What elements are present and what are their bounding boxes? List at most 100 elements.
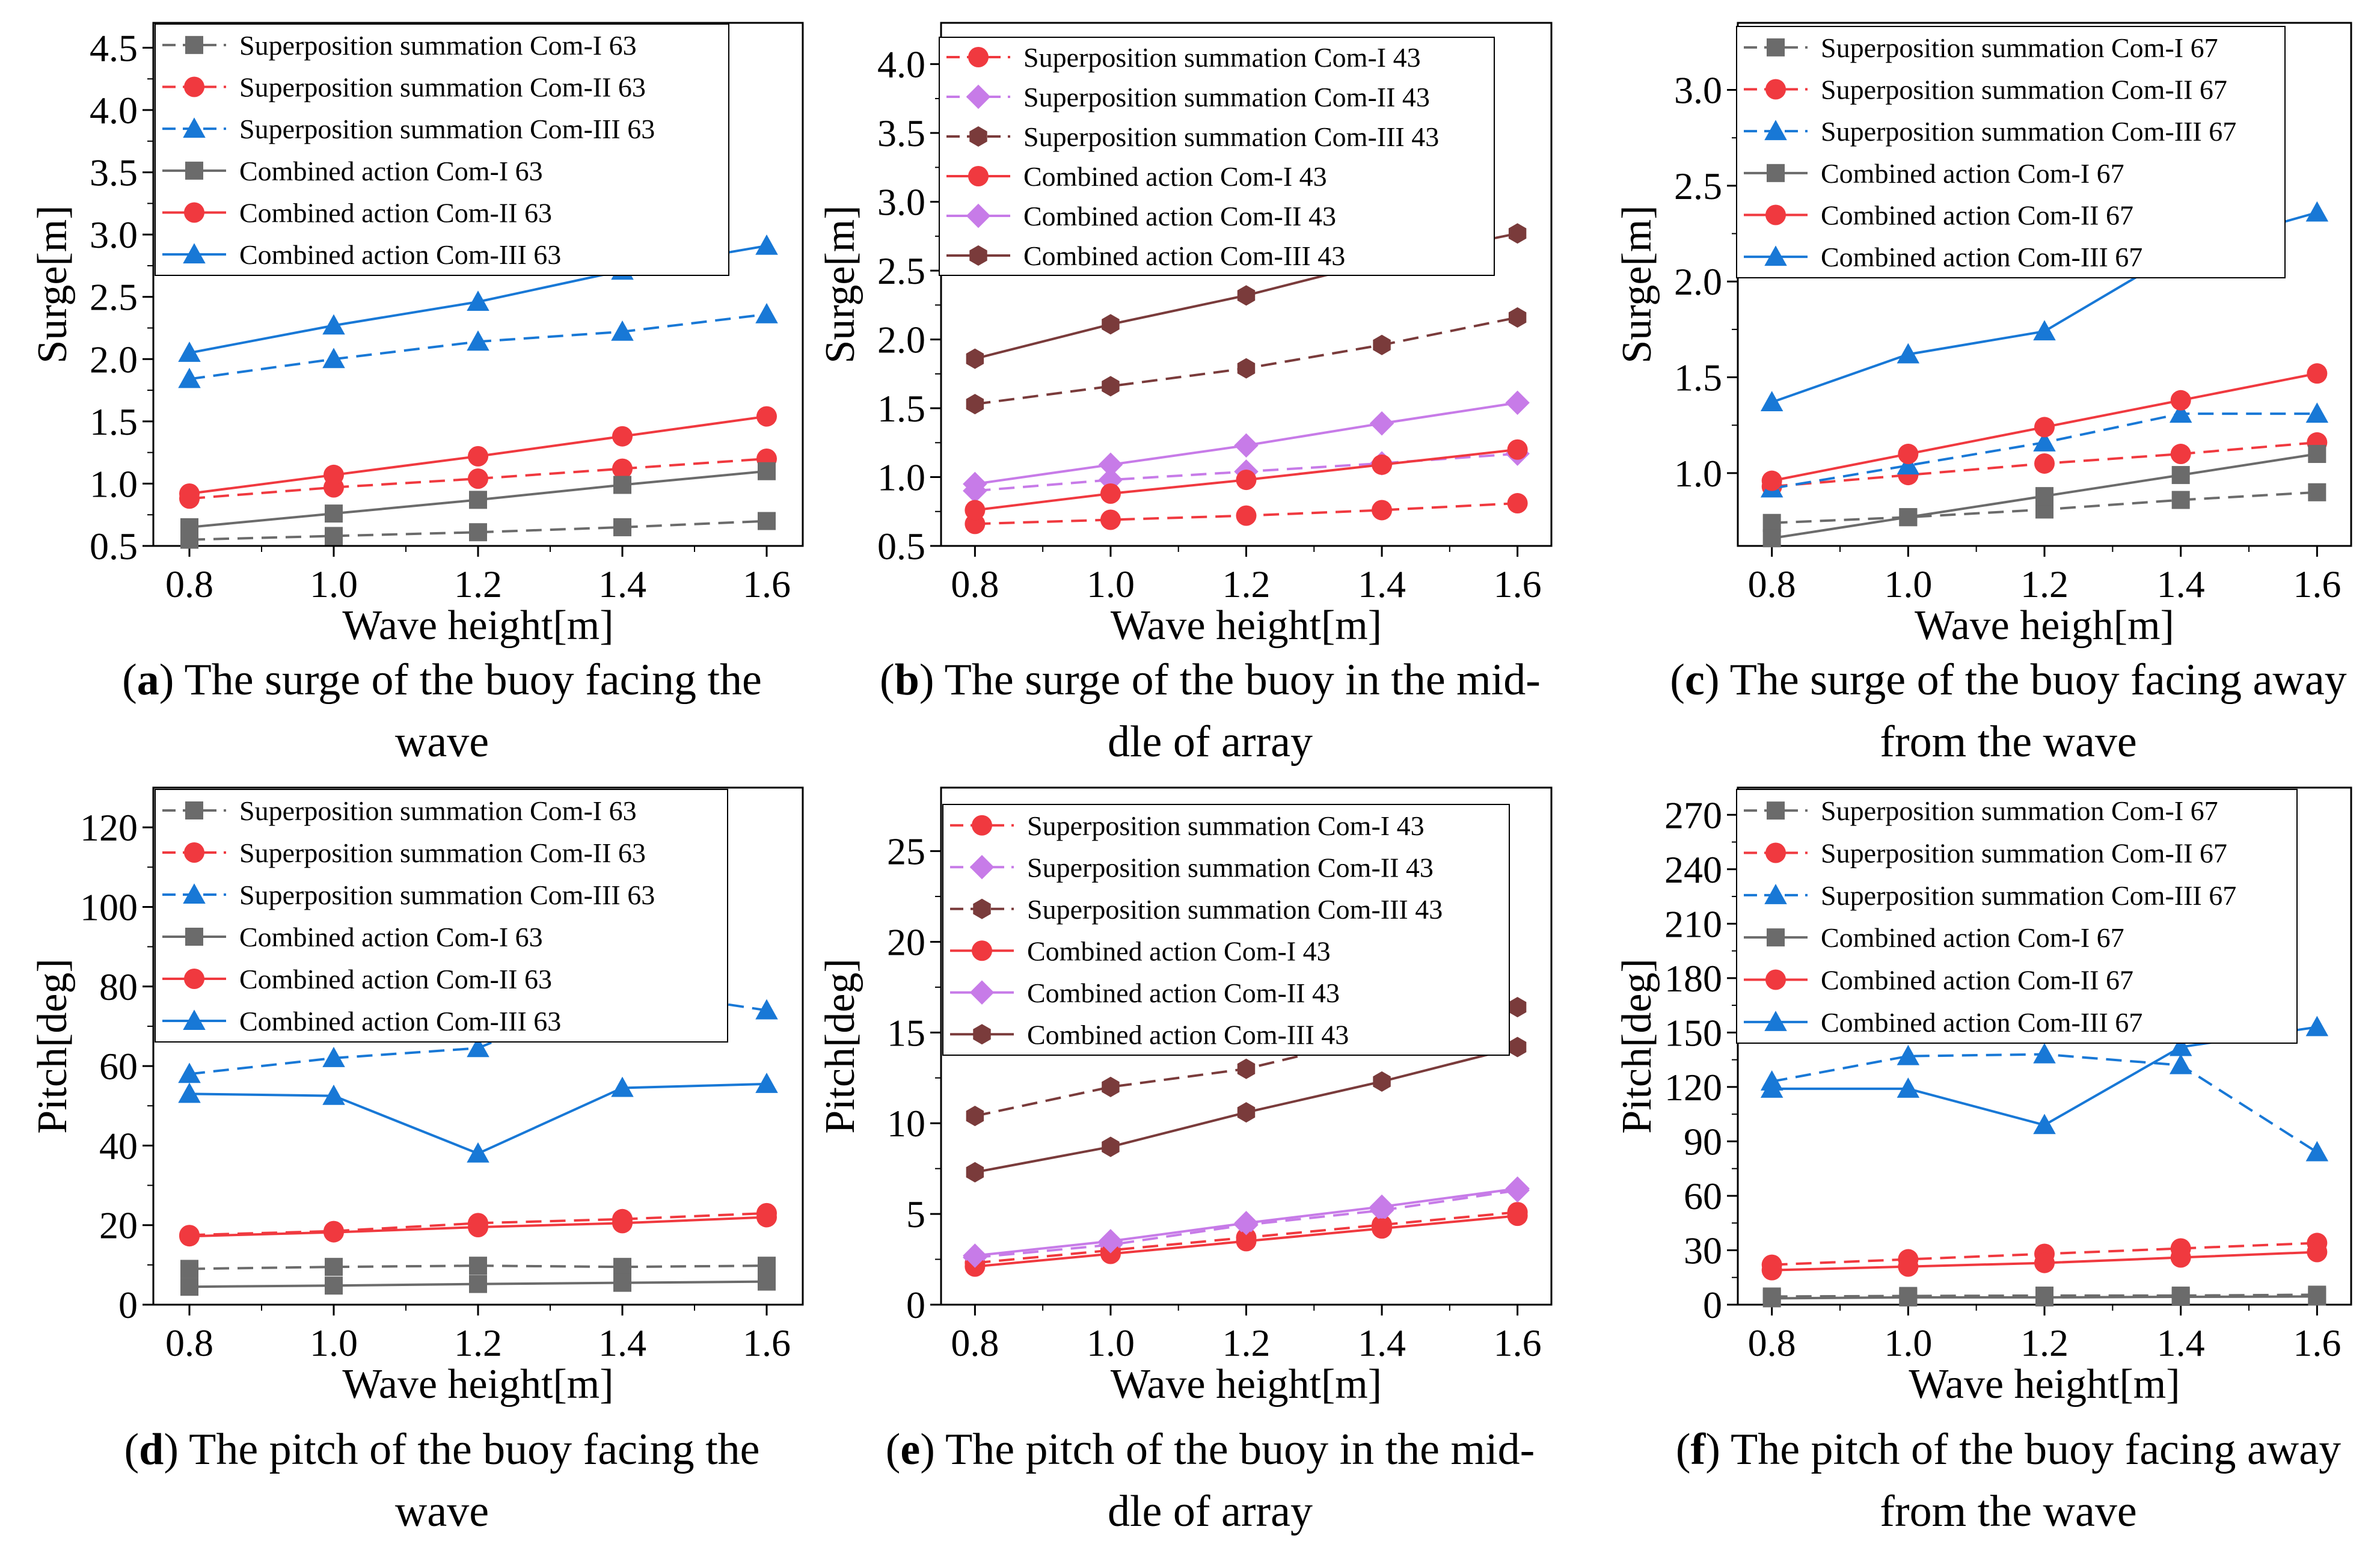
legend-box xyxy=(1736,789,2298,1044)
chart-panel-c: 0.8 1.0 1.2 1.4 1.6 1.0 1.5 2.0 2.5 3.0 Wave heigh… xyxy=(1614,22,2352,767)
data-point xyxy=(178,341,201,362)
y-tick-label: 2.0 xyxy=(877,319,925,361)
legend-entry: Combined action Com-II 67 xyxy=(1821,200,2133,231)
legend-marker xyxy=(183,243,206,264)
series-6 xyxy=(178,1073,778,1163)
data-point xyxy=(2033,431,2056,452)
data-point xyxy=(324,1222,344,1243)
y-tick-label: 0 xyxy=(118,1284,138,1326)
x-axis-title: Wave height[m] xyxy=(342,602,613,649)
x-tick-label: 0.8 xyxy=(1748,563,1796,605)
legend-marker xyxy=(972,815,992,836)
data-point xyxy=(469,491,487,509)
data-point xyxy=(467,1142,489,1163)
y-tick-label: 2.5 xyxy=(90,276,138,319)
caption-line-2: dle of array xyxy=(1108,1487,1313,1536)
caption-letter: a xyxy=(137,655,159,705)
y-axis-title: Pitch[deg] xyxy=(817,958,863,1134)
legend-marker xyxy=(1765,79,1786,100)
x-tick-label: 1.0 xyxy=(1087,1322,1135,1364)
x-tick-label: 1.4 xyxy=(2157,563,2205,605)
legend-entry: Superposition summation Com-II 67 xyxy=(1821,75,2227,105)
x-tick-label: 1.6 xyxy=(2293,1322,2341,1364)
x-tick-label: 1.0 xyxy=(1884,563,1932,605)
data-point xyxy=(758,1257,776,1275)
data-point xyxy=(1897,1044,1920,1065)
y-tick-label: 1.5 xyxy=(90,400,138,443)
legend-entry: Superposition summation Com-II 43 xyxy=(1027,852,1434,883)
x-tick-label: 0.8 xyxy=(951,1322,999,1364)
legend-entry: Superposition summation Com-III 43 xyxy=(1027,894,1443,925)
y-axis-title: Surge[m] xyxy=(29,205,76,363)
data-point xyxy=(963,471,987,497)
data-point xyxy=(758,1272,776,1291)
legend-box xyxy=(939,37,1495,276)
caption-line-1: (e) The pitch of the buoy in the mid- xyxy=(886,1425,1535,1474)
series-4 xyxy=(180,1272,776,1296)
legend-entry: Superposition summation Com-I 67 xyxy=(1821,32,2218,63)
data-point xyxy=(325,1276,343,1295)
x-tick-label: 1.2 xyxy=(1222,563,1271,605)
data-point xyxy=(1505,1176,1530,1201)
series-3 xyxy=(1760,1043,2329,1162)
data-point xyxy=(2034,1252,2055,1273)
chart-panel-e: 0.8 1.0 1.2 1.4 1.6 0 5 10 15 20 25 Wave height[m] P… xyxy=(817,786,1553,1536)
data-point xyxy=(2305,402,2329,423)
legend-marker xyxy=(966,203,991,228)
x-tick-label: 1.6 xyxy=(1494,1322,1542,1364)
data-point xyxy=(1237,1102,1256,1123)
x-tick-label: 1.6 xyxy=(743,1322,791,1364)
legend: Superposition summation Com-I 67 Superpos… xyxy=(1736,26,2286,278)
legend-marker xyxy=(968,166,989,186)
y-tick-label: 2.0 xyxy=(90,338,138,381)
data-point xyxy=(755,1073,778,1093)
y-tick-label: 2.0 xyxy=(1674,260,1722,303)
data-point xyxy=(1373,1071,1391,1092)
data-point xyxy=(1762,1289,1781,1308)
data-point xyxy=(758,512,776,530)
data-point xyxy=(1236,505,1257,526)
legend-marker xyxy=(1767,38,1785,57)
data-point xyxy=(322,1047,345,1067)
data-point xyxy=(1236,1231,1257,1252)
x-tick-label: 1.0 xyxy=(1884,1322,1932,1364)
legend-box xyxy=(155,789,728,1043)
data-point xyxy=(180,518,198,536)
x-axis-title: Wave height[m] xyxy=(342,1361,613,1407)
data-point xyxy=(2307,1242,2328,1263)
data-point xyxy=(2034,417,2055,438)
y-tick-label: 1.5 xyxy=(877,387,925,430)
y-axis-title: Pitch[deg] xyxy=(1614,958,1660,1134)
x-tick-label: 0.8 xyxy=(1748,1322,1796,1364)
legend-box xyxy=(942,804,1510,1056)
data-point xyxy=(613,1273,631,1292)
legend-marker xyxy=(973,898,991,919)
y-axis-title: Surge[m] xyxy=(1614,205,1660,363)
y-tick-label: 100 xyxy=(80,886,138,928)
data-point xyxy=(1237,1058,1256,1079)
legend-marker xyxy=(184,969,204,989)
data-point xyxy=(611,1076,634,1097)
series-line xyxy=(1771,1053,2318,1154)
y-tick-label: 1.0 xyxy=(1674,452,1722,495)
data-point xyxy=(1102,314,1120,335)
data-point xyxy=(2170,444,2191,465)
legend-marker xyxy=(973,1024,991,1045)
data-point xyxy=(322,1084,345,1105)
legend-entry: Superposition summation Com-I 67 xyxy=(1821,795,2218,826)
caption-line-2: from the wave xyxy=(1880,1487,2136,1536)
data-point xyxy=(1508,223,1527,244)
data-point xyxy=(468,1217,488,1237)
data-point xyxy=(612,458,633,479)
series-1 xyxy=(180,1257,776,1278)
x-tick-label: 1.0 xyxy=(310,1322,358,1364)
data-point xyxy=(468,468,488,489)
data-point xyxy=(613,476,631,494)
legend-entry: Combined action Com-II 63 xyxy=(239,198,552,228)
legend-box xyxy=(1736,26,2286,278)
y-axis-title: Surge[m] xyxy=(817,205,863,363)
legend-marker xyxy=(969,126,987,147)
legend-entry: Superposition summation Com-II 43 xyxy=(1023,82,1430,112)
legend-entry: Superposition summation Com-I 43 xyxy=(1027,810,1425,841)
y-tick-label: 15 xyxy=(887,1011,925,1054)
